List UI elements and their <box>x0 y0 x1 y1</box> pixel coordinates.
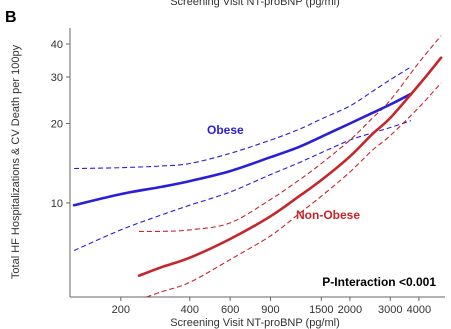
series-label-obese: Obese <box>207 123 244 137</box>
y-tick-label: 20 <box>51 118 63 130</box>
y-axis-title: Total HF Hospitalizations & CV Death per… <box>10 44 22 279</box>
x-tick-label: 4000 <box>407 304 431 316</box>
x-tick-label: 200 <box>112 304 130 316</box>
x-tick-label: 900 <box>261 304 279 316</box>
x-tick-label: 1500 <box>309 304 333 316</box>
y-ticks: 10 20 30 40 <box>51 39 70 210</box>
ci-upper-line-obese <box>74 66 412 170</box>
y-tick-label: 40 <box>51 39 63 51</box>
x-ticks: 200 400 600 900 1500 2000 3000 4000 <box>112 297 431 316</box>
x-tick-label: 400 <box>181 304 199 316</box>
y-tick-label: 10 <box>51 198 63 210</box>
series-label-non-obese: Non-Obese <box>296 208 360 222</box>
x-tick-label: 2000 <box>338 304 362 316</box>
ci-lower-line-non-obese <box>144 82 442 297</box>
series-line-non-obese <box>137 56 443 277</box>
y-tick-label: 30 <box>51 72 63 84</box>
ci-upper-line-non-obese <box>138 35 442 233</box>
x-tick-label: 600 <box>221 304 239 316</box>
series-line-obese <box>72 92 413 207</box>
top-cut-caption: Screening Visit NT-proBNP (pg/ml) <box>170 0 340 8</box>
x-axis-title: Screening Visit NT-proBNP (pg/ml) <box>170 317 340 329</box>
x-tick-label: 3000 <box>378 304 402 316</box>
p-interaction-annotation: P-Interaction <0.001 <box>322 275 436 289</box>
panel-letter: B <box>5 9 17 26</box>
series-layer <box>72 35 443 297</box>
